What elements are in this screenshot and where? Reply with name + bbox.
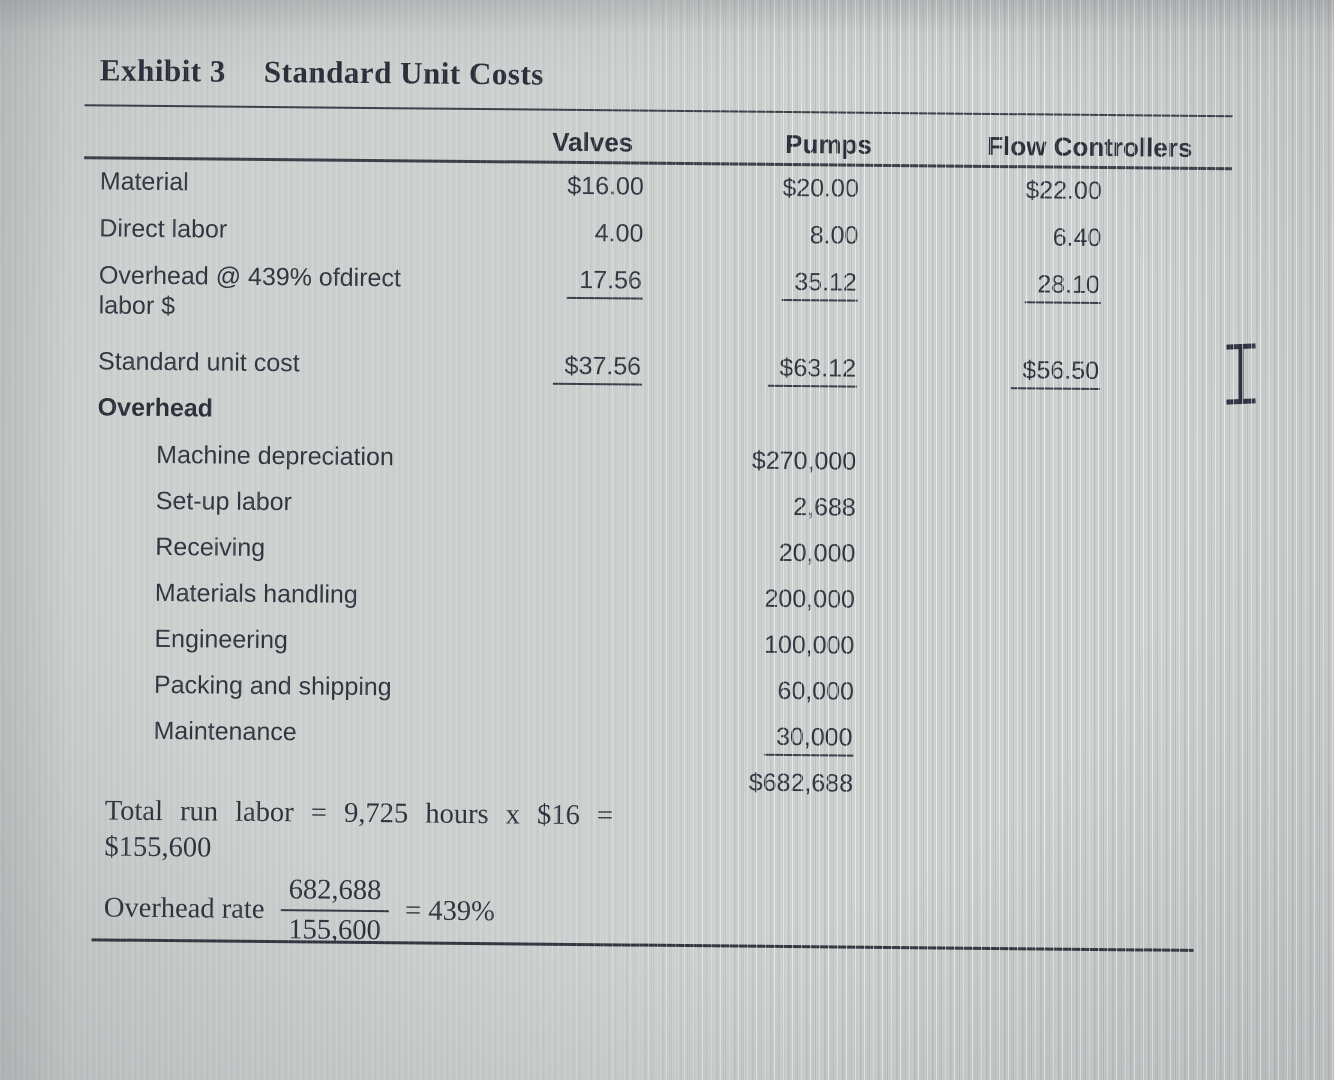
overhead-item-value: 100,000 (763, 630, 855, 660)
flow-value: 6.40 (1052, 223, 1102, 253)
i-beam-cursor-icon (1226, 343, 1256, 405)
overhead-item-label: Set-up labor (155, 486, 293, 517)
overhead-rate-label: Overhead rate (103, 892, 265, 926)
valves-value: 4.00 (594, 219, 644, 248)
overhead-rate-fraction: 682,688 155,600 (280, 874, 390, 947)
total-run-labor-formula: Total run labor = 9,725 hours x $16 = (104, 795, 614, 832)
valves-value: 17.56 (567, 264, 644, 300)
pumps-value: 8.00 (809, 221, 859, 250)
overhead-heading: Overhead (97, 393, 214, 423)
overhead-rate-formula: Overhead rate 682,688 155,600 = 439% (104, 872, 496, 948)
overhead-item-value: 200,000 (764, 584, 855, 614)
table-top-rule (84, 104, 1233, 118)
column-header-pumps: Pumps (785, 128, 873, 160)
overhead-item-label: Maintenance (153, 716, 297, 747)
fraction-numerator: 682,688 (288, 874, 382, 907)
overhead-item-value: 20,000 (778, 538, 856, 568)
pumps-value: 35.12 (782, 266, 859, 302)
overhead-item-value: 60,000 (777, 676, 855, 706)
overhead-item-label: Engineering (154, 624, 289, 655)
valves-value: $37.56 (552, 350, 643, 386)
flow-value: $56.50 (1010, 355, 1101, 390)
row-label: Material (99, 167, 189, 197)
cost-table-body: Material $16.00 $20.00 $22.00 Direct lab… (78, 166, 1232, 818)
exhibit-number: Exhibit 3 (99, 52, 227, 89)
table-row-overhead-rate-applied: Overhead @ 439% ofdirect labor $ 17.56 3… (82, 260, 1231, 357)
overhead-item-label: Receiving (155, 532, 266, 562)
row-label: Standard unit cost (97, 347, 300, 378)
valves-value: $16.00 (567, 171, 644, 201)
flow-value: $22.00 (1025, 176, 1102, 206)
overhead-item-label: Packing and shipping (153, 670, 392, 702)
overhead-item-value: 30,000 (763, 721, 854, 757)
pumps-value: $63.12 (767, 352, 858, 388)
column-header-valves: Valves (552, 126, 634, 158)
overhead-rate-result: = 439% (404, 895, 495, 928)
exhibit-title: Exhibit 3 Standard Unit Costs (100, 52, 544, 92)
column-header-flow-controllers: Flow Controllers (987, 130, 1193, 163)
overhead-item-value: 2,688 (793, 493, 856, 522)
exhibit-name: Standard Unit Costs (263, 53, 544, 92)
pumps-value: $20.00 (782, 173, 859, 203)
overhead-item-value: $270,000 (751, 446, 857, 476)
overhead-item-label: Machine depreciation (156, 440, 394, 472)
total-run-labor-result: $155,600 (104, 831, 212, 864)
flow-value: 28.10 (1025, 269, 1102, 305)
row-label: Direct labor (99, 214, 228, 244)
overhead-item-label: Materials handling (154, 578, 358, 609)
overhead-total-value: $682,688 (748, 768, 854, 798)
row-label: Overhead @ 439% ofdirect labor $ (98, 261, 401, 321)
